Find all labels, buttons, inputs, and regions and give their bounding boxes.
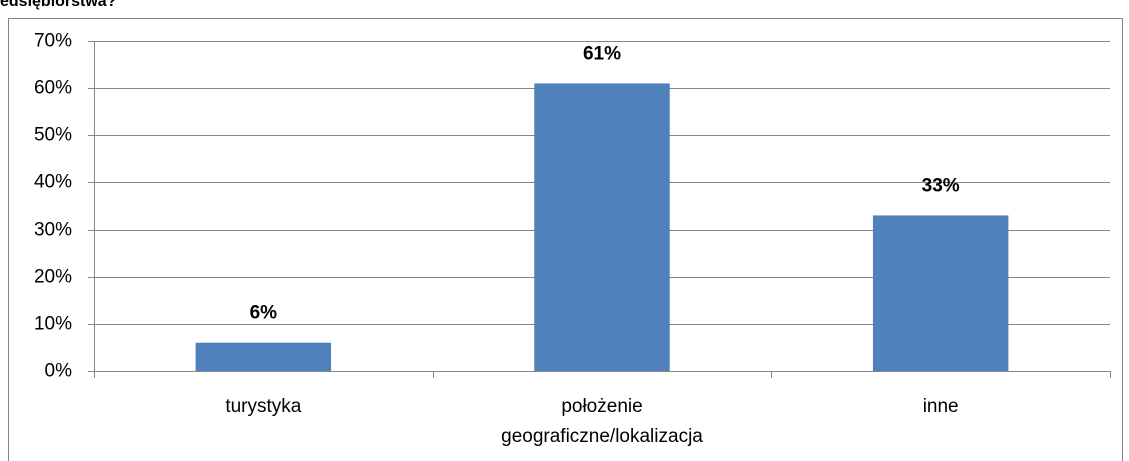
- data-label: 61%: [583, 43, 621, 64]
- x-tick-label: inne: [922, 396, 959, 417]
- y-tick-label: 50%: [34, 125, 72, 146]
- bar: [872, 215, 1009, 371]
- bar: [195, 342, 332, 371]
- x-tick-label: położenie geograficzne/lokalizacja: [501, 396, 703, 447]
- y-tick-label: 70%: [34, 31, 72, 52]
- data-label: 6%: [250, 303, 278, 324]
- y-tick-label: 20%: [34, 267, 72, 288]
- y-tick-label: 0%: [45, 361, 73, 382]
- chart-border: [8, 18, 1123, 461]
- chart-title: edsiębiorstwa?: [0, 0, 116, 10]
- y-tick-label: 30%: [34, 220, 72, 241]
- y-tick-label: 40%: [34, 172, 72, 193]
- y-tick-label: 60%: [34, 78, 72, 99]
- data-label: 33%: [922, 175, 960, 196]
- bar: [534, 83, 670, 371]
- y-tick-label: 10%: [34, 314, 72, 335]
- x-tick-label: turystyka: [225, 396, 302, 417]
